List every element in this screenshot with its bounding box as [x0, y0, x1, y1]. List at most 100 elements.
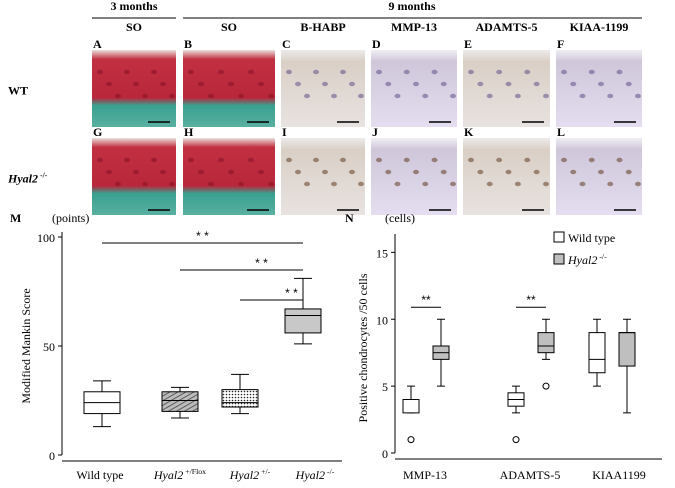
x-tick-label: Hyal2 +/-	[229, 467, 271, 482]
cell	[422, 93, 429, 99]
cell	[376, 157, 382, 163]
x-tick-label-sup: +/Flox	[185, 467, 206, 476]
cell	[160, 81, 166, 87]
cell	[349, 169, 355, 175]
box	[221, 389, 259, 408]
cell	[358, 181, 364, 187]
cell	[218, 157, 224, 163]
cell	[505, 81, 512, 87]
cell	[570, 169, 577, 175]
cell	[295, 81, 301, 87]
cell	[151, 69, 157, 75]
histology-image	[556, 50, 642, 127]
x-tick-label-sup: +/-	[261, 467, 271, 476]
cell	[496, 69, 503, 75]
cell	[431, 157, 438, 163]
cell	[238, 93, 244, 99]
histology-image	[92, 50, 176, 127]
x-tick-label-text: Wild type	[76, 468, 123, 482]
cell	[248, 157, 254, 163]
cell	[514, 181, 521, 187]
cell	[561, 69, 567, 75]
cell	[228, 169, 234, 175]
cell	[97, 69, 103, 75]
panel-letter: D	[372, 37, 381, 51]
cell	[188, 69, 194, 75]
panel-letter: C	[282, 37, 291, 51]
cell	[468, 157, 474, 163]
cell	[133, 81, 139, 87]
cell	[286, 69, 292, 75]
cell	[468, 69, 474, 75]
cell	[160, 169, 166, 175]
panel-letter: N	[345, 211, 354, 225]
panel-letter: B	[184, 37, 192, 51]
cell	[514, 93, 521, 99]
histology-image	[556, 138, 642, 215]
cell	[258, 81, 264, 87]
box	[537, 332, 555, 354]
cell	[322, 81, 328, 87]
row-label: WT	[8, 84, 28, 98]
column-label: ADAMTS-5	[476, 20, 538, 34]
significance: * *	[285, 286, 298, 300]
cell	[106, 81, 112, 87]
y-tick-label: 0	[382, 447, 388, 461]
header-3months: 3 months	[110, 0, 157, 13]
cell	[598, 81, 604, 87]
cell	[198, 169, 204, 175]
cell	[268, 181, 274, 187]
histology-image	[463, 50, 550, 127]
x-tick-label-sup: -/-	[327, 467, 335, 476]
histology-image	[92, 138, 176, 215]
cell	[313, 157, 319, 163]
column-label: MMP-13	[391, 20, 437, 34]
x-tick-label: Hyal2 -/-	[295, 467, 335, 482]
histology-image	[183, 50, 275, 127]
cell	[616, 157, 623, 163]
cell	[450, 181, 456, 187]
cell	[570, 81, 577, 87]
cell	[376, 69, 382, 75]
cell	[579, 93, 586, 99]
outlier	[512, 436, 520, 444]
cell	[477, 81, 484, 87]
x-tick-label: ADAMTS-5	[500, 468, 561, 482]
cell	[295, 169, 301, 175]
cell	[97, 157, 103, 163]
cell	[588, 157, 595, 163]
column-label: B-HABP	[300, 20, 345, 34]
histology-image	[281, 50, 365, 127]
histology-image	[183, 138, 275, 215]
cell	[358, 93, 364, 99]
cell	[142, 181, 148, 187]
cell	[588, 69, 595, 75]
cell	[331, 93, 337, 99]
cell	[286, 157, 292, 163]
cell	[218, 69, 224, 75]
y-axis-label: Modified Mankin Score	[19, 288, 33, 403]
row-label-text: Hyal2	[7, 172, 38, 186]
panel-letter: M	[10, 211, 21, 225]
cell	[228, 81, 234, 87]
histology-image	[463, 138, 550, 215]
cell	[340, 157, 346, 163]
cell	[486, 181, 493, 187]
cell	[413, 81, 419, 87]
panel-letter: G	[93, 125, 102, 139]
cell	[394, 93, 401, 99]
cell	[533, 81, 540, 87]
cell	[625, 81, 632, 87]
y-tick-label: 10	[376, 313, 388, 327]
significance: **	[421, 293, 431, 307]
cell	[440, 169, 447, 175]
panel-letter: E	[464, 37, 472, 51]
cell	[431, 69, 438, 75]
significance: * *	[255, 256, 268, 270]
cell	[635, 93, 641, 99]
cell	[422, 181, 429, 187]
cell	[208, 181, 214, 187]
box	[402, 399, 420, 414]
box	[161, 391, 199, 412]
